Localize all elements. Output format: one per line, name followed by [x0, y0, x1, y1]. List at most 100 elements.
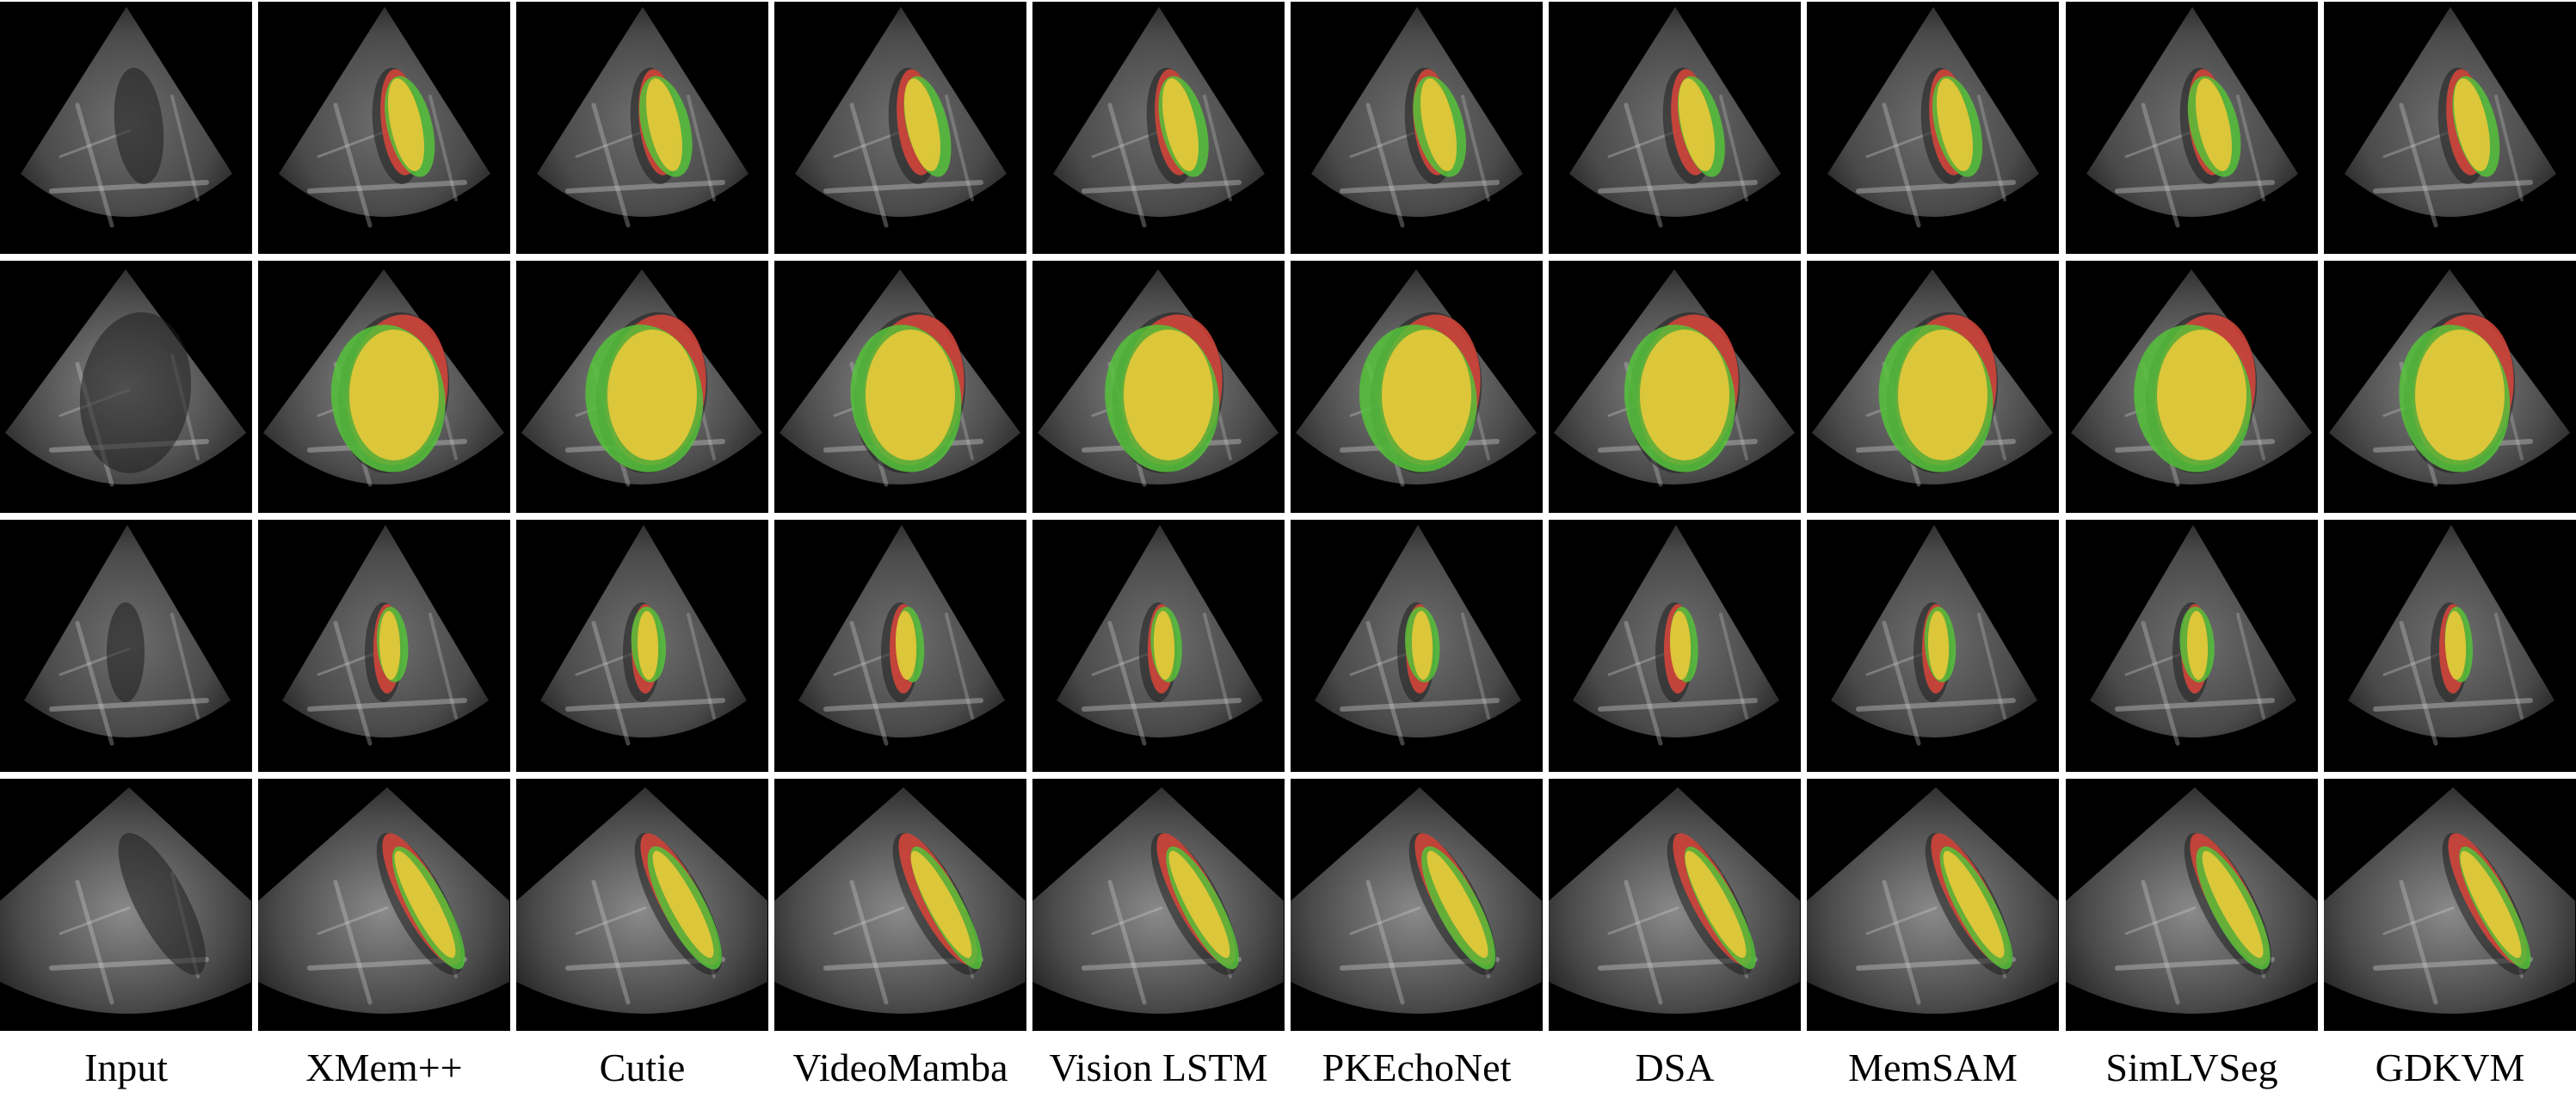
echo-frame-row1-xmem- [258, 2, 510, 254]
echo-frame-row2-dsa [1549, 261, 1801, 513]
echo-frame-row3-dsa [1549, 520, 1801, 772]
overlap-mask [1669, 611, 1692, 680]
echo-frame-row3-pkechonet [1291, 520, 1543, 772]
tissue-echo [1856, 180, 2016, 194]
echo-frame-row2-pkechonet [1291, 261, 1543, 513]
tissue-echo [687, 95, 716, 201]
echo-frame-row1-pkechonet [1291, 2, 1543, 254]
echo-frame-row3-videomamba [774, 520, 1026, 772]
ultrasound-image [2066, 787, 2317, 1014]
ultrasound-image [1032, 787, 1284, 1014]
overlap-mask [1162, 78, 1199, 171]
tissue-echo [2373, 698, 2533, 712]
ultrasound-image [5, 269, 246, 487]
tissue-echo [1107, 620, 1147, 746]
tissue-echo [823, 698, 983, 712]
tissue-echo [1607, 906, 1679, 935]
tissue-echo [1624, 620, 1663, 746]
ultrasound-image [2324, 787, 2575, 1014]
tissue-echo [75, 879, 114, 1005]
tissue-echo [49, 180, 209, 194]
tissue-echo [591, 620, 631, 746]
tissue-echo [75, 620, 114, 746]
tissue-echo [428, 95, 458, 201]
tissue-echo [1882, 879, 1921, 1005]
overlap-mask [349, 330, 439, 460]
ultrasound-fan [516, 787, 767, 1014]
overlap-mask [388, 78, 424, 171]
tissue-echo [2141, 879, 2180, 1005]
ultrasound-image [1296, 269, 1537, 487]
ultrasound-image [798, 525, 1005, 746]
echo-frame-row1-vision-lstm [1032, 2, 1285, 254]
overlap-mask [2415, 330, 2505, 460]
tissue-echo [1107, 102, 1147, 228]
overlap-mask [1411, 611, 1433, 680]
ultrasound-image [1573, 525, 1779, 746]
ultrasound-image [1569, 7, 1781, 228]
ultrasound-image [795, 7, 1007, 228]
ultrasound-image [1311, 7, 1523, 228]
column-caption: Input [83, 1046, 169, 1089]
echo-frame-row1-dsa [1549, 2, 1801, 254]
echo-frame-row4-videomamba [774, 779, 1026, 1031]
tissue-echo [333, 620, 373, 746]
column-caption: XMem++ [305, 1046, 463, 1089]
overlap-mask [2454, 78, 2490, 171]
tissue-echo [565, 698, 725, 712]
echo-frame-row4-dsa [1549, 779, 1801, 1031]
overlap-mask [2157, 330, 2246, 460]
tissue-echo [428, 613, 458, 719]
ultrasound-image [2348, 525, 2554, 746]
echo-frame-row2-input [0, 261, 252, 513]
ultrasound-image [2071, 269, 2312, 487]
ultrasound-image [2345, 7, 2556, 228]
overlap-mask [394, 850, 456, 959]
overlap-mask [652, 850, 714, 959]
ultrasound-fan [1291, 787, 1542, 1014]
echo-frame-row2-xmem- [258, 261, 510, 513]
tissue-echo [849, 879, 889, 1005]
column-caption: DSA [1635, 1046, 1715, 1089]
tissue-echo [945, 95, 974, 201]
echo-frame-row3-gdkvm [2324, 520, 2576, 772]
echo-frame-row4-input [0, 779, 252, 1031]
ultrasound-fan [774, 787, 1026, 1014]
tissue-echo [2382, 906, 2455, 935]
ultrasound-image [1831, 525, 2037, 746]
tissue-echo [591, 102, 631, 228]
echo-frame-row3-input [0, 520, 252, 772]
tissue-echo [2399, 620, 2438, 746]
ultrasound-image [0, 787, 251, 1014]
tissue-echo [75, 102, 114, 228]
overlap-mask [646, 78, 682, 171]
tissue-echo [1977, 613, 2006, 719]
tissue-echo [2124, 906, 2197, 935]
column-caption: PKEchoNet [1322, 1046, 1512, 1089]
tissue-echo [1865, 906, 1938, 935]
column-caption: VideoMamba [792, 1046, 1008, 1089]
overlap-mask [1685, 850, 1747, 959]
tissue-echo [2236, 613, 2265, 719]
ultrasound-image [279, 7, 490, 228]
column-caption: MemSAM [1848, 1046, 2018, 1089]
ultrasound-fan [2324, 787, 2575, 1014]
ultrasound-fan [1807, 787, 2058, 1014]
tissue-echo [307, 180, 467, 194]
ultrasound-image [540, 525, 747, 746]
ultrasound-image [21, 7, 232, 228]
ventricle-cavity [118, 832, 206, 975]
overlap-mask [895, 611, 917, 680]
tissue-echo [333, 879, 373, 1005]
echo-frame-row1-input [0, 2, 252, 254]
tissue-echo [1365, 879, 1405, 1005]
tissue-echo [1719, 95, 1748, 201]
tissue-echo [823, 180, 983, 194]
overlap-mask [1168, 850, 1230, 959]
echo-frame-row2-simlvseg [2066, 261, 2318, 513]
ultrasound-image [780, 269, 1020, 487]
tissue-echo [1461, 95, 1490, 201]
overlap-mask [1382, 330, 1471, 460]
column-caption: Vision LSTM [1049, 1046, 1268, 1089]
ultrasound-image [1057, 525, 1263, 746]
